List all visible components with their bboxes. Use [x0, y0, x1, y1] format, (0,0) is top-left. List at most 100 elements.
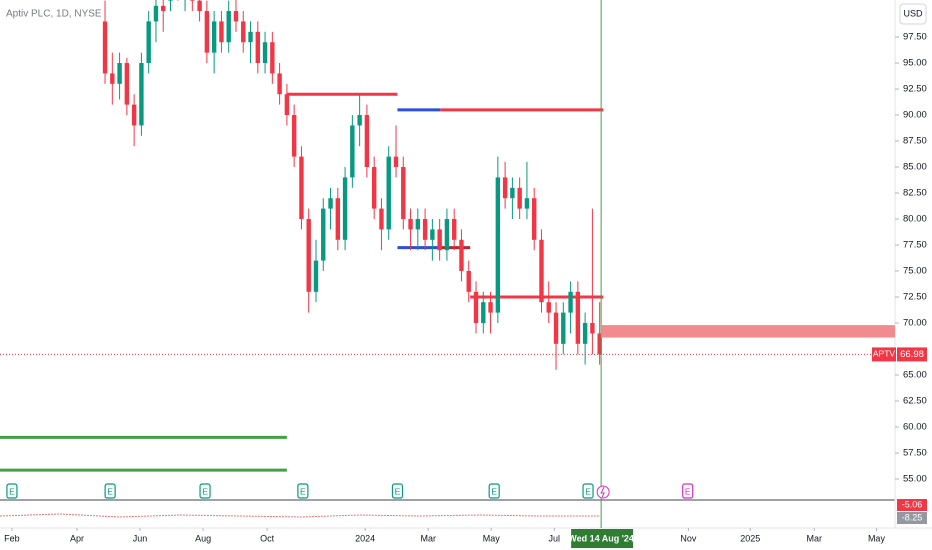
x-tick-label: May	[483, 533, 501, 543]
candle-body	[415, 219, 421, 230]
candle-body	[488, 302, 493, 313]
candle-body	[379, 208, 384, 230]
crosshair-label-box	[571, 529, 634, 548]
earnings-label: E	[9, 486, 15, 496]
candle-body	[306, 219, 311, 292]
candle-body	[131, 104, 137, 126]
y-tick-label: 85.00	[903, 162, 927, 173]
price-zone	[601, 325, 895, 338]
candle-body	[146, 21, 151, 64]
x-tick-label: 2025	[740, 533, 760, 543]
candle-body	[590, 323, 595, 334]
candle-body	[495, 177, 501, 313]
y-tick-label: 87.50	[903, 136, 927, 147]
candle-body	[124, 63, 130, 105]
candle-body	[575, 291, 581, 344]
symbol-label: APTV	[873, 349, 896, 359]
indicator-label: -5.06	[902, 499, 923, 509]
candle-body	[459, 239, 464, 272]
y-tick-label: 92.50	[903, 84, 927, 95]
candle-body	[313, 260, 319, 292]
y-tick-label: 60.00	[903, 422, 927, 433]
candle-body	[321, 208, 326, 261]
y-tick-label: 90.00	[903, 110, 927, 121]
candle-body	[524, 198, 530, 209]
earnings-label: E	[300, 486, 306, 496]
candle-body	[211, 21, 217, 53]
price-label: 66.98	[900, 349, 924, 360]
dividend-marker	[596, 485, 610, 499]
price-label-box	[897, 347, 927, 362]
candle-body	[481, 302, 486, 324]
y-tick-label: 77.50	[903, 240, 927, 251]
candle-body	[255, 31, 260, 64]
x-tick-label: Aug	[195, 533, 211, 543]
y-tick-label: 70.00	[903, 318, 927, 329]
candle-body	[102, 21, 108, 74]
earnings-marker	[199, 483, 211, 499]
y-tick-label: 57.50	[903, 448, 927, 459]
candle-body	[422, 219, 428, 240]
candle-body	[401, 167, 406, 220]
candle-body	[204, 11, 210, 53]
candle-body	[532, 198, 537, 240]
indicator-label: -8.25	[902, 512, 923, 522]
candle-body	[291, 115, 297, 157]
candle-body	[197, 0, 202, 12]
currency: USD	[903, 8, 923, 18]
candle-body	[161, 5, 166, 12]
candle-body	[226, 11, 231, 43]
candle-body	[328, 198, 333, 209]
candle-body	[582, 323, 588, 344]
candle-body	[219, 21, 224, 43]
candle-body	[248, 31, 253, 43]
x-tick-label: 2024	[355, 533, 375, 543]
candle-body	[262, 42, 268, 64]
candle-body	[335, 198, 341, 240]
candle-body	[393, 156, 399, 168]
x-tick-label: Feb	[4, 533, 20, 543]
earnings-label: E	[491, 486, 497, 496]
symbol-label-box	[872, 347, 896, 362]
x-tick-label: Jul	[549, 533, 561, 543]
earnings-label: E	[685, 486, 691, 496]
candle-body	[371, 167, 377, 209]
candle-body	[546, 302, 551, 313]
earnings-marker	[391, 483, 404, 499]
x-tick-label: Apr	[70, 533, 84, 543]
candle-body	[517, 187, 522, 209]
y-tick-label: 75.00	[903, 266, 927, 277]
earnings-label: E	[395, 486, 401, 496]
earnings-label: E	[202, 486, 208, 496]
candle-body	[117, 63, 122, 84]
y-tick-label: 97.50	[903, 32, 927, 43]
candle-body	[510, 187, 515, 199]
candle-body	[364, 115, 370, 168]
indicator-line	[0, 513, 600, 518]
dividend-icon	[600, 486, 605, 498]
candle-body	[386, 156, 391, 230]
candle-body	[597, 333, 602, 355]
x-tick-label: Wed 14 Aug '24	[568, 533, 634, 543]
candle-body	[451, 219, 457, 240]
x-tick-label: Mar	[420, 533, 436, 543]
candle-body	[350, 125, 355, 178]
candle-body	[342, 177, 348, 240]
earnings-marker	[104, 483, 116, 499]
indicator-label-box	[897, 499, 927, 511]
y-tick-label: 55.00	[903, 474, 927, 485]
candle-body	[241, 21, 246, 43]
candle-body	[444, 219, 450, 251]
earnings-marker	[488, 483, 500, 499]
candle-body	[284, 94, 290, 116]
candle-body	[299, 156, 304, 220]
candle-body	[466, 271, 471, 292]
earnings-label: E	[585, 486, 591, 496]
earnings-marker	[6, 483, 18, 499]
candle-body	[539, 239, 544, 303]
chart-title: Aptiv PLC, 1D, NYSE	[6, 9, 102, 20]
currency-box[interactable]	[899, 3, 927, 25]
x-tick-label: Nov	[680, 533, 697, 543]
x-tick-label: May	[868, 533, 886, 543]
candle-body	[553, 312, 559, 344]
